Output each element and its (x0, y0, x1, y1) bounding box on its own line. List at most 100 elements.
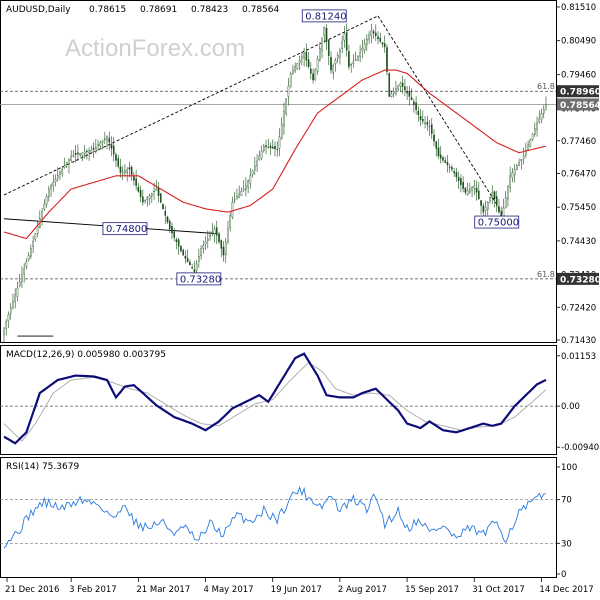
candle-body (101, 140, 104, 143)
candle-body (72, 155, 75, 157)
date-axis-label: 15 Sep 2017 (405, 585, 459, 595)
candle-body (460, 178, 462, 185)
candle-body (473, 185, 476, 189)
macd-axis-label: -0.009408 (561, 443, 600, 453)
ohlc-open: 0.78615 (89, 5, 126, 15)
candle-body (352, 61, 355, 64)
candle-body (54, 178, 57, 182)
rsi-line (3, 485, 547, 549)
candle-body (242, 188, 245, 191)
candle-body (478, 190, 480, 200)
candle-body (507, 186, 509, 200)
candle-body (112, 145, 115, 155)
macd-axis-label: 0.00 (561, 402, 580, 412)
candle-body (531, 133, 534, 140)
candle-body (310, 68, 312, 74)
candle-body (321, 37, 323, 51)
candle-body (200, 248, 202, 257)
candle-body (540, 113, 543, 120)
candle-body (486, 202, 489, 210)
candle-body (34, 233, 37, 240)
trendline (377, 15, 509, 223)
candle-body (386, 47, 388, 72)
candle-body (545, 104, 547, 108)
candle-body (121, 171, 124, 174)
candle-body (327, 39, 330, 56)
candle-body (63, 165, 66, 168)
candle-body (428, 126, 431, 128)
price-axis-label: 0.72420 (561, 303, 596, 313)
candle-body (419, 116, 422, 120)
candle-body (332, 64, 335, 73)
candle-body (260, 150, 263, 159)
fib-upper-tag: 0.78960 (557, 85, 600, 98)
candle-body (265, 145, 267, 147)
candle-body (368, 34, 370, 40)
candle-body (144, 199, 146, 202)
candle-body (229, 215, 232, 228)
candle-body (23, 268, 25, 275)
candle-body (341, 41, 343, 49)
candle-body (198, 255, 200, 262)
candle-body (251, 170, 254, 175)
candle-body (285, 98, 287, 114)
moving-average-line (3, 69, 547, 240)
date-axis-label: 4 May 2017 (204, 585, 254, 595)
candle-body (363, 43, 366, 50)
candle-body (103, 138, 106, 140)
candle-body (95, 146, 97, 152)
candle-body (466, 190, 469, 195)
rsi-axis-label: 0 (561, 570, 566, 580)
candle-body (119, 166, 122, 173)
candle-body (312, 73, 314, 81)
date-axis-label: 31 Oct 2017 (472, 585, 525, 595)
candle-body (166, 216, 169, 223)
candle-body (175, 239, 178, 243)
candle-body (325, 27, 328, 42)
candle-body (518, 162, 520, 166)
candle-body (130, 166, 133, 175)
candle-body (155, 188, 158, 191)
candle-body (61, 168, 64, 174)
candle-body (79, 153, 81, 156)
candle-body (3, 327, 5, 335)
macd-plot-area (0, 352, 556, 445)
candle-body (9, 307, 12, 314)
price-plot-area: 61.8 61.8 0.81240 0.74800 0.73280 0.75000 (0, 9, 556, 343)
candle-body (323, 26, 326, 37)
fib-label-lower: 61.8 (537, 270, 555, 279)
callout-text: 0.73280 (180, 274, 221, 285)
candle-body (220, 240, 223, 249)
candle-body (12, 301, 14, 308)
candle-body (263, 145, 265, 151)
date-axis-label: 21 Mar 2017 (136, 585, 190, 595)
candle-body (32, 240, 34, 247)
price-tag-box (557, 85, 599, 98)
candle-body (153, 191, 155, 193)
candle-body (162, 204, 164, 210)
candle-body (357, 56, 359, 61)
candle-body (424, 122, 426, 124)
candle-body (339, 50, 341, 57)
candle-body (207, 238, 209, 241)
candle-body (513, 168, 516, 176)
candle-body (7, 314, 10, 322)
candle-body (417, 110, 420, 115)
candle-body (482, 205, 485, 213)
candle-body (271, 146, 274, 149)
ohlc-low: 0.78423 (191, 5, 228, 15)
candle-body (254, 165, 256, 170)
candle-body (453, 171, 455, 174)
callout-box (176, 272, 222, 286)
candle-body (542, 108, 545, 114)
candle-body (529, 139, 532, 148)
candle-body (193, 269, 196, 272)
candle-body (475, 187, 478, 193)
candle-body (133, 176, 135, 181)
candle-body (446, 162, 449, 165)
candle-body (164, 211, 167, 216)
candle-body (287, 85, 290, 97)
price-axis-label: 0.79460 (561, 71, 596, 81)
candle-body (489, 197, 491, 202)
callout-box (474, 215, 520, 229)
